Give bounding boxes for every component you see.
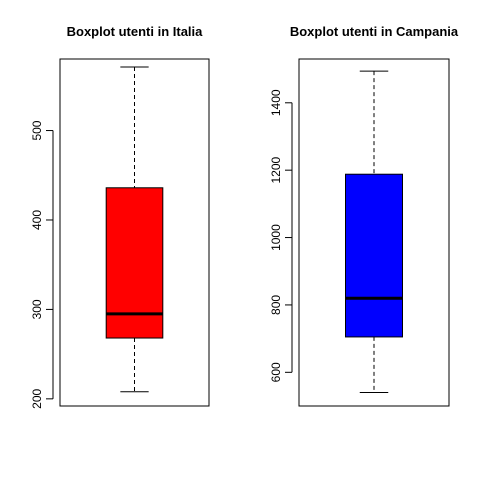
- campania-panel: Boxplot utenti in Campania 600 800 1000 1200…: [269, 24, 459, 406]
- iqr-box: [106, 188, 163, 338]
- italia-panel: Boxplot utenti in Italia 200 300 400 500: [30, 24, 209, 409]
- y-tick-label: 1200: [269, 157, 283, 184]
- y-tick-label: 600: [269, 362, 283, 382]
- y-tick-label: 200: [30, 389, 44, 409]
- iqr-box: [346, 174, 403, 337]
- y-tick-label: 400: [30, 210, 44, 230]
- y-tick-label: 1000: [269, 224, 283, 251]
- y-tick-label: 500: [30, 120, 44, 140]
- y-tick-label: 300: [30, 299, 44, 319]
- chart-title: Boxplot utenti in Campania: [290, 24, 459, 39]
- chart-title: Boxplot utenti in Italia: [67, 24, 204, 39]
- y-tick-label: 1400: [269, 89, 283, 116]
- y-tick-label: 800: [269, 295, 283, 315]
